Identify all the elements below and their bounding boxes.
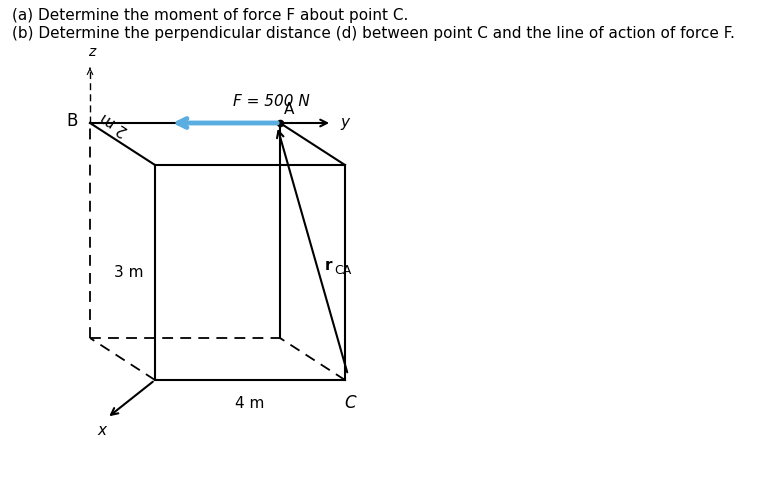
Text: (a) Determine the moment of force F about point C.: (a) Determine the moment of force F abou… bbox=[12, 8, 408, 23]
Text: z: z bbox=[88, 45, 96, 59]
Text: B: B bbox=[67, 112, 78, 130]
Text: CA: CA bbox=[335, 264, 351, 277]
Text: 3 m: 3 m bbox=[114, 265, 143, 280]
Text: 4 m: 4 m bbox=[235, 396, 265, 411]
Text: y: y bbox=[340, 116, 349, 131]
Text: x: x bbox=[97, 423, 106, 438]
Text: F = 500 N: F = 500 N bbox=[233, 94, 310, 109]
Text: C: C bbox=[344, 394, 356, 412]
Text: $\mathbf{r}$: $\mathbf{r}$ bbox=[325, 259, 334, 274]
Text: 2 m: 2 m bbox=[98, 109, 131, 138]
Text: (b) Determine the perpendicular distance (d) between point C and the line of act: (b) Determine the perpendicular distance… bbox=[12, 26, 735, 41]
Text: A: A bbox=[284, 102, 294, 117]
